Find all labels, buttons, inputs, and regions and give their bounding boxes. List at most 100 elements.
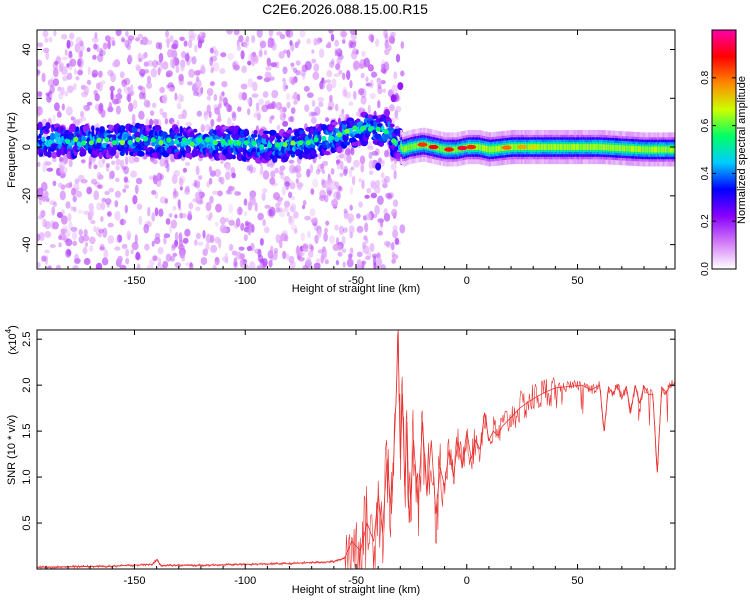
heatmap-cell xyxy=(335,63,341,71)
heatmap-cell xyxy=(247,108,251,116)
heatmap-cell xyxy=(281,185,286,196)
heatmap-cell xyxy=(150,137,156,143)
heatmap-cell xyxy=(466,144,477,150)
heatmap-cell xyxy=(297,136,301,142)
heatmap-cell xyxy=(327,41,332,48)
heatmap-cell xyxy=(581,144,584,150)
heatmap-cell xyxy=(72,240,78,246)
heatmap-cell xyxy=(260,165,264,175)
heatmap-cell xyxy=(96,137,102,143)
heatmap-cell xyxy=(336,57,342,65)
heatmap-cell xyxy=(116,234,123,243)
heatmap-cell xyxy=(197,241,204,246)
heatmap-cell xyxy=(212,62,220,72)
heatmap-cell xyxy=(290,203,297,213)
heatmap-cell xyxy=(83,105,90,111)
heatmap-cell xyxy=(657,146,660,153)
heatmap-cell xyxy=(246,165,251,172)
heatmap-cell xyxy=(356,225,364,233)
heatmap-cell xyxy=(388,35,396,44)
heatmap-cell xyxy=(653,146,656,153)
heatmap-cell xyxy=(248,52,255,63)
heatmap-cell xyxy=(258,50,263,58)
heatmap-cell xyxy=(383,30,388,39)
heatmap-cell xyxy=(268,129,277,136)
heatmap-cell xyxy=(329,94,333,103)
heatmap-cell xyxy=(457,145,468,151)
heatmap-cell xyxy=(154,232,161,240)
heatmap-cell xyxy=(306,38,312,45)
heatmap-cell xyxy=(324,259,329,265)
heatmap-cell xyxy=(593,144,596,150)
heatmap-cell xyxy=(162,111,168,119)
heatmap-cell xyxy=(130,84,134,92)
x-tick-label: 0 xyxy=(464,575,470,587)
heatmap-cell xyxy=(455,146,458,153)
heatmap-cell xyxy=(597,144,600,150)
heatmap-cell xyxy=(236,206,243,216)
heatmap-cell xyxy=(390,94,397,103)
heatmap-cell xyxy=(250,166,257,173)
heatmap-cell xyxy=(289,206,295,213)
heatmap-cell xyxy=(397,82,404,91)
heatmap-cell xyxy=(336,244,343,252)
heatmap-cell xyxy=(49,244,56,248)
heatmap-cell xyxy=(369,79,374,89)
heatmap-cell xyxy=(618,145,621,152)
heatmap-cell xyxy=(166,162,170,173)
heatmap-cell xyxy=(196,69,203,74)
heatmap-cell xyxy=(164,159,169,169)
heatmap-cell xyxy=(317,249,325,254)
heatmap-cell xyxy=(154,207,159,217)
heatmap-cell xyxy=(206,95,211,101)
heatmap-cell xyxy=(189,262,193,268)
heatmap-cell xyxy=(108,101,113,111)
heatmap-cell xyxy=(83,104,87,110)
heatmap-cell xyxy=(360,126,366,132)
heatmap-cell xyxy=(45,51,50,61)
heatmap-cell xyxy=(37,70,41,75)
heatmap-cell xyxy=(299,69,307,77)
heatmap-cell xyxy=(393,116,400,121)
heatmap-cell xyxy=(337,251,343,257)
heatmap-cell xyxy=(186,146,192,154)
heatmap-cell xyxy=(148,124,152,129)
heatmap-cell xyxy=(205,242,210,251)
heatmap-cell xyxy=(212,190,219,195)
heatmap-cell xyxy=(342,227,348,234)
heatmap-cell xyxy=(348,225,355,234)
heatmap-cell xyxy=(290,140,296,146)
heatmap-cell xyxy=(119,71,125,79)
x-tick-label: -150 xyxy=(123,275,145,287)
heatmap-cell xyxy=(134,184,139,195)
heatmap-cell xyxy=(255,108,261,118)
heatmap-cell xyxy=(402,146,405,152)
heatmap-cell xyxy=(172,205,177,211)
heatmap-cell xyxy=(77,69,83,76)
heatmap-cell xyxy=(115,150,121,156)
heatmap-cell xyxy=(377,195,384,205)
heatmap-cell xyxy=(363,57,371,68)
heatmap-cell xyxy=(650,146,653,153)
heatmap-cell xyxy=(326,70,333,78)
heatmap-cell xyxy=(400,41,405,49)
heatmap-cell xyxy=(326,190,332,196)
heatmap-cell xyxy=(480,144,483,151)
heatmap-cell xyxy=(64,49,68,56)
heatmap-cell xyxy=(253,55,259,63)
heatmap-cell xyxy=(383,129,389,135)
heatmap-cell xyxy=(127,93,132,103)
heatmap-cell xyxy=(288,159,295,164)
heatmap-cell xyxy=(75,187,79,197)
heatmap-cell xyxy=(334,224,339,231)
heatmap-cell xyxy=(77,58,82,67)
heatmap-cell xyxy=(295,246,301,256)
heatmap-cell xyxy=(574,144,577,150)
heatmap-cell xyxy=(137,150,145,157)
heatmap-cell xyxy=(115,165,120,171)
heatmap-cell xyxy=(179,212,184,219)
heatmap-cell xyxy=(228,243,234,251)
heatmap-cell xyxy=(290,153,296,158)
heatmap-cell xyxy=(344,91,352,99)
heatmap-cell xyxy=(187,81,193,86)
